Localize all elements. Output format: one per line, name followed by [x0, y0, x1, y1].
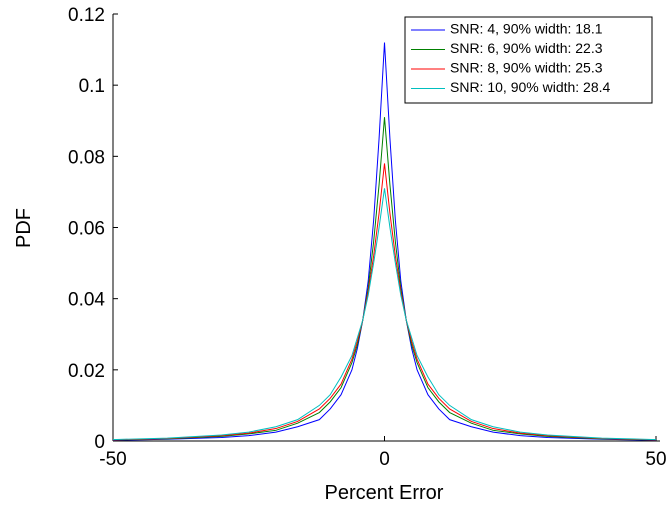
legend-label: SNR: 6, 90% width: 22.3 — [450, 40, 603, 56]
series-line — [112, 188, 657, 441]
y-tick-label: 0.08 — [68, 147, 105, 168]
x-tick-label: -50 — [99, 449, 126, 470]
y-tick-label: 0.06 — [68, 219, 105, 240]
legend-box — [404, 16, 653, 104]
legend-label: SNR: 10, 90% width: 28.4 — [450, 79, 611, 95]
series-line — [112, 42, 657, 441]
series-line — [112, 117, 657, 441]
x-tick-label: 0 — [379, 449, 390, 470]
y-tick-label: 0.12 — [68, 5, 105, 26]
series-line — [112, 163, 657, 441]
y-tick-label: 0.1 — [79, 76, 105, 97]
y-axis-label: PDF — [13, 208, 35, 248]
legend-label: SNR: 4, 90% width: 18.1 — [450, 21, 603, 37]
y-tick-label: 0.02 — [68, 361, 105, 382]
legend-label: SNR: 8, 90% width: 25.3 — [450, 60, 603, 76]
y-tick-label: 0 — [94, 432, 105, 453]
x-axis-label: Percent Error — [325, 482, 444, 504]
x-tick-label: 50 — [645, 449, 666, 470]
y-tick-label: 0.04 — [68, 290, 105, 311]
